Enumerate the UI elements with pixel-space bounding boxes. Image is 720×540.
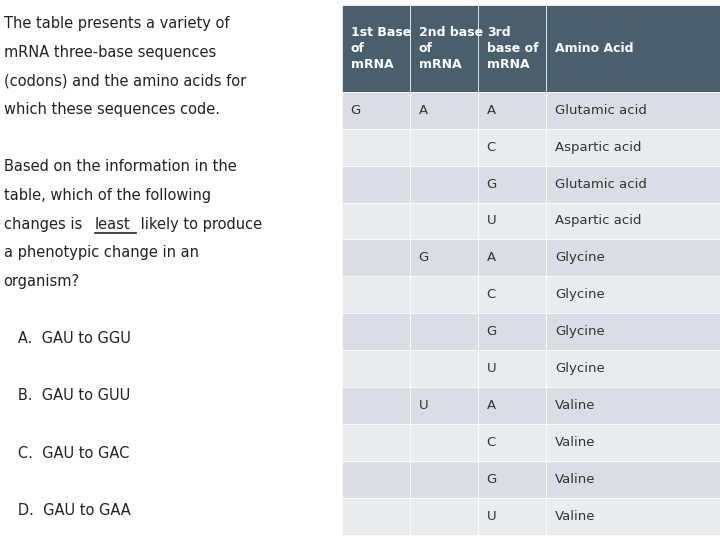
- Bar: [546, 166, 720, 202]
- Text: Glutamic acid: Glutamic acid: [555, 178, 647, 191]
- Text: Glycine: Glycine: [555, 362, 605, 375]
- Bar: [410, 313, 478, 350]
- Bar: [478, 239, 546, 276]
- Bar: [342, 92, 410, 129]
- Bar: [342, 129, 410, 166]
- Text: Amino Acid: Amino Acid: [555, 42, 634, 55]
- Text: C: C: [487, 140, 496, 154]
- Bar: [342, 350, 410, 387]
- Bar: [410, 202, 478, 239]
- Text: The table presents a variety of: The table presents a variety of: [4, 16, 229, 31]
- Bar: [478, 276, 546, 313]
- Bar: [478, 498, 546, 535]
- Text: C.  GAU to GAC: C. GAU to GAC: [4, 446, 129, 461]
- Text: changes is: changes is: [4, 217, 86, 232]
- Bar: [478, 202, 546, 239]
- Text: A: A: [419, 104, 428, 117]
- Text: U: U: [487, 510, 496, 523]
- Bar: [342, 387, 410, 424]
- Bar: [546, 461, 720, 498]
- Bar: [410, 498, 478, 535]
- Text: organism?: organism?: [4, 274, 80, 289]
- Text: C: C: [487, 436, 496, 449]
- Bar: [546, 276, 720, 313]
- Bar: [342, 276, 410, 313]
- Bar: [342, 313, 410, 350]
- Bar: [478, 313, 546, 350]
- Bar: [478, 387, 546, 424]
- Bar: [546, 239, 720, 276]
- Bar: [478, 129, 546, 166]
- Text: 2nd base
of
mRNA: 2nd base of mRNA: [419, 26, 483, 71]
- Text: mRNA three-base sequences: mRNA three-base sequences: [4, 45, 216, 60]
- Bar: [342, 166, 410, 202]
- Text: Valine: Valine: [555, 436, 595, 449]
- Text: C: C: [487, 288, 496, 301]
- Bar: [478, 424, 546, 461]
- Text: table, which of the following: table, which of the following: [4, 188, 211, 203]
- Text: Aspartic acid: Aspartic acid: [555, 214, 642, 227]
- Text: U: U: [487, 362, 496, 375]
- Text: Aspartic acid: Aspartic acid: [555, 140, 642, 154]
- Bar: [342, 498, 410, 535]
- Text: G: G: [351, 104, 361, 117]
- Bar: [546, 350, 720, 387]
- Text: A: A: [487, 104, 496, 117]
- Bar: [342, 424, 410, 461]
- Text: least: least: [95, 217, 130, 232]
- Text: U: U: [419, 399, 428, 412]
- Bar: [478, 461, 546, 498]
- Bar: [410, 461, 478, 498]
- Bar: [546, 498, 720, 535]
- Text: which these sequences code.: which these sequences code.: [4, 102, 220, 117]
- Text: Glycine: Glycine: [555, 325, 605, 338]
- Bar: [410, 92, 478, 129]
- Text: Valine: Valine: [555, 399, 595, 412]
- Text: A.  GAU to GGU: A. GAU to GGU: [4, 331, 130, 346]
- Text: B.  GAU to GUU: B. GAU to GUU: [4, 388, 130, 403]
- Text: Valine: Valine: [555, 510, 595, 523]
- Bar: [342, 202, 410, 239]
- Bar: [546, 424, 720, 461]
- Text: D.  GAU to GAA: D. GAU to GAA: [4, 503, 130, 518]
- Text: G: G: [487, 325, 497, 338]
- Bar: [410, 350, 478, 387]
- Bar: [410, 424, 478, 461]
- Text: Valine: Valine: [555, 472, 595, 486]
- Bar: [546, 129, 720, 166]
- Bar: [478, 92, 546, 129]
- Text: G: G: [487, 472, 497, 486]
- Text: G: G: [419, 251, 429, 265]
- Text: Glutamic acid: Glutamic acid: [555, 104, 647, 117]
- Bar: [410, 239, 478, 276]
- Bar: [410, 276, 478, 313]
- Bar: [478, 350, 546, 387]
- Bar: [410, 387, 478, 424]
- Text: Glycine: Glycine: [555, 288, 605, 301]
- Text: A: A: [487, 399, 496, 412]
- Text: Based on the information in the: Based on the information in the: [4, 159, 236, 174]
- Text: a phenotypic change in an: a phenotypic change in an: [4, 245, 199, 260]
- Bar: [546, 5, 720, 92]
- Bar: [342, 461, 410, 498]
- Bar: [410, 5, 478, 92]
- Bar: [410, 166, 478, 202]
- Text: 1st Base
of
mRNA: 1st Base of mRNA: [351, 26, 411, 71]
- Bar: [342, 5, 410, 92]
- Text: (codons) and the amino acids for: (codons) and the amino acids for: [4, 73, 246, 89]
- Text: U: U: [487, 214, 496, 227]
- Bar: [546, 92, 720, 129]
- Text: 3rd
base of
mRNA: 3rd base of mRNA: [487, 26, 539, 71]
- Bar: [342, 239, 410, 276]
- Bar: [478, 5, 546, 92]
- Text: A: A: [487, 251, 496, 265]
- Bar: [546, 387, 720, 424]
- Text: G: G: [487, 178, 497, 191]
- Bar: [410, 129, 478, 166]
- Bar: [546, 313, 720, 350]
- Bar: [546, 202, 720, 239]
- Text: likely to produce: likely to produce: [136, 217, 262, 232]
- Text: Glycine: Glycine: [555, 251, 605, 265]
- Bar: [478, 166, 546, 202]
